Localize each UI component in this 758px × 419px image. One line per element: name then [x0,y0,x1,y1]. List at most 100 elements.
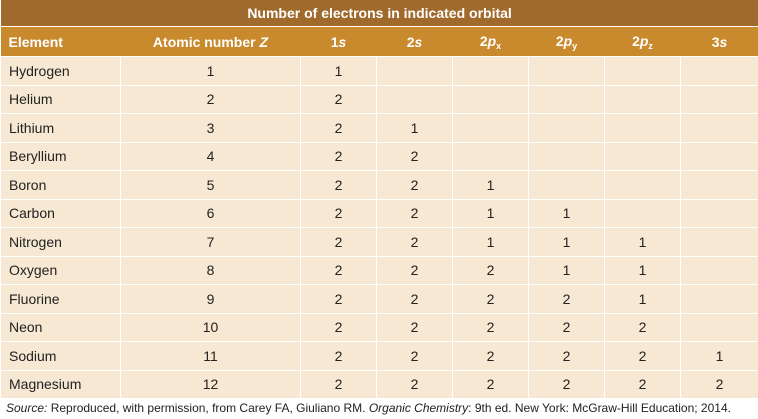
value-cell: 2 [376,198,453,228]
table-row: Neon 10 2 2 2 2 2 [0,312,758,342]
value-cell: 2 [452,369,529,399]
column-header: Atomic number Z [120,26,301,57]
value-cell: 4 [120,141,301,171]
value-cell [376,84,453,114]
value-cell: 2 [452,284,529,314]
header-text: 2 [632,32,640,49]
value-cell [679,113,758,143]
value-cell [528,141,605,171]
element-cell: Neon [0,312,121,342]
column-header: Element [0,26,121,57]
element-cell: Sodium [0,341,121,371]
value-cell: 6 [120,198,301,228]
table-row: Fluorine 9 2 2 2 2 1 [0,284,758,314]
value-cell [452,141,529,171]
value-cell: 2 [376,312,453,342]
value-cell: 1 [452,170,529,200]
value-cell: 5 [120,170,301,200]
value-cell: 1 [604,284,681,314]
header-text: s [414,33,423,50]
column-header: 2s [376,26,453,57]
value-cell: 2 [528,312,605,342]
value-cell: 1 [528,255,605,285]
value-cell: 10 [120,312,301,342]
orbital-table: Number of electrons in indicated orbital… [0,0,758,399]
value-cell [679,312,758,342]
element-cell: Nitrogen [0,227,121,257]
value-cell [604,113,681,143]
value-cell [679,84,758,114]
column-header: 2pz [604,26,681,57]
value-cell: 8 [120,255,301,285]
table-row: Oxygen 8 2 2 2 1 1 [0,255,758,285]
value-cell: 2 [452,312,529,342]
value-cell [604,56,681,86]
header-text: 3 [711,33,720,50]
value-cell [679,227,758,257]
value-cell: 2 [376,341,453,371]
column-header: 2py [528,26,605,57]
source-text: Reproduced, with permission, from Carey … [47,401,369,415]
header-text: s [338,33,347,50]
value-cell: 3 [120,113,301,143]
value-cell [604,198,681,228]
value-cell [679,141,758,171]
header-text: Z [259,33,269,50]
value-cell: 1 [604,255,681,285]
value-cell: 2 [528,369,605,399]
table-row: Carbon 6 2 2 1 1 [0,198,758,228]
value-cell: 2 [300,198,377,228]
source-text: Source: [6,401,48,415]
value-cell: 2 [300,170,377,200]
value-cell: 2 [452,255,529,285]
value-cell: 2 [528,284,605,314]
source-text: : 9th ed. New York: McGraw-Hill Educatio… [468,401,731,415]
table-row: Nitrogen 7 2 2 1 1 1 [0,227,758,257]
value-cell: 2 [528,341,605,371]
table-title: Number of electrons in indicated orbital [0,0,758,27]
value-cell: 2 [300,84,377,114]
table-row: Magnesium 12 2 2 2 2 2 2 [0,369,758,399]
value-cell [679,56,758,86]
value-cell [604,170,681,200]
value-cell [679,284,758,314]
header-text: p [639,32,649,49]
header-text: 1 [330,33,339,50]
value-cell [452,113,529,143]
value-cell: 2 [300,341,377,371]
column-header: 1s [300,26,377,57]
header-text: x [496,40,502,51]
value-cell: 2 [604,341,681,371]
element-cell: Helium [0,84,121,114]
value-cell: 1 [528,227,605,257]
header-text: p [487,32,497,49]
value-cell: 2 [300,141,377,171]
table-row: Sodium 11 2 2 2 2 2 1 [0,341,758,371]
element-cell: Boron [0,170,121,200]
value-cell: 2 [300,369,377,399]
value-cell: 2 [300,113,377,143]
header-text: 2 [406,33,415,50]
value-cell: 1 [452,227,529,257]
value-cell: 2 [376,227,453,257]
value-cell: 11 [120,341,301,371]
header-text: 2 [479,32,488,49]
table-row: Boron 5 2 2 1 [0,170,758,200]
source-note: Source: Reproduced, with permission, fro… [0,399,758,418]
value-cell: 2 [300,312,377,342]
value-cell: 2 [300,284,377,314]
value-cell [528,56,605,86]
header-text: Element [8,33,63,50]
value-cell: 2 [604,312,681,342]
value-cell: 2 [376,369,453,399]
value-cell [679,198,758,228]
element-cell: Fluorine [0,284,121,314]
source-text: Organic Chemistry [368,401,469,415]
table-row: Hydrogen 1 1 [0,56,758,86]
value-cell: 2 [376,141,453,171]
value-cell: 2 [300,227,377,257]
value-cell: 2 [376,255,453,285]
value-cell [528,113,605,143]
header-text: p [563,32,573,49]
value-cell: 12 [120,369,301,399]
